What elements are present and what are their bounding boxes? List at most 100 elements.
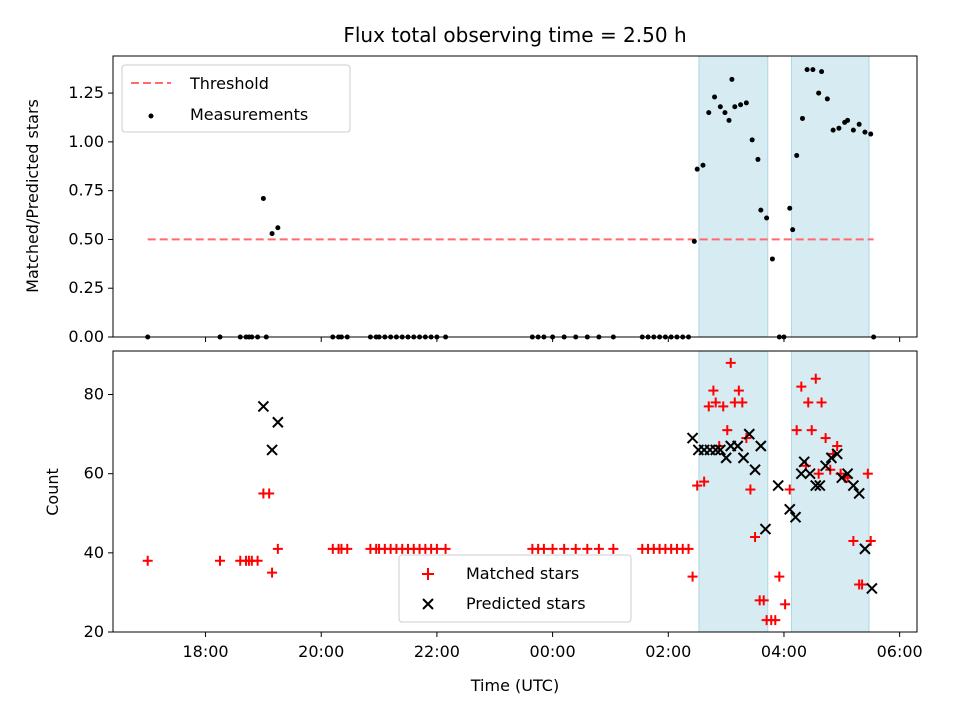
top-legend: Threshold Measurements: [121, 64, 351, 133]
measurements-point-58: [738, 102, 744, 108]
matched-stars-point-49: [692, 480, 703, 491]
bottom-panel-y-ticks: 20 40 60 80: [84, 385, 113, 641]
matched-stars-point-65: [758, 595, 769, 606]
matched-stars-point-34: [559, 543, 570, 554]
matched-stars-point-50: [699, 476, 710, 487]
x-tick-label-6: 04:00: [761, 642, 807, 661]
y-tick-label-4: 80: [84, 385, 104, 404]
matched-stars-point-77: [810, 373, 821, 384]
top-panel: 0.00 0.25 0.50 0.75 1.00 1.25 Flux total obse…: [23, 23, 918, 346]
matched-stars-point-63: [750, 532, 761, 543]
y-tick-label-2: 40: [84, 543, 104, 562]
matched-stars-point-55: [718, 401, 729, 412]
matched-stars-point-52: [708, 385, 719, 396]
measurements-point-68: [790, 227, 796, 233]
y-tick-label-3: 60: [84, 464, 104, 483]
predicted-stars-point-27: [825, 452, 838, 464]
y-tick-label-4: 0.75: [68, 181, 104, 200]
shaded-interval-2: [790, 55, 870, 338]
top-panel-y-ticks: 0.00 0.25 0.50 0.75 1.00 1.25: [68, 83, 113, 346]
matched-stars-point-90: [862, 468, 873, 479]
measurements-point-61: [755, 156, 761, 162]
measurements-point-79: [845, 117, 851, 123]
measurements-point-60: [749, 137, 755, 143]
x-tick-label-7: 06:00: [877, 642, 923, 661]
shaded-interval-1: [698, 55, 769, 338]
predicted-stars-point-34: [866, 582, 878, 595]
predicted-stars-point-33: [859, 543, 871, 555]
measurements-point-56: [729, 76, 735, 82]
matched-stars-point-28: [431, 543, 442, 554]
matched-stars-point-48: [687, 571, 698, 582]
predicted-stars-point-13: [737, 452, 750, 464]
measurements-point-52: [712, 94, 718, 100]
matched-stars-point-70: [780, 599, 791, 610]
measurements-point-53: [717, 104, 723, 110]
top-legend-box: [121, 64, 351, 133]
y-tick-label-2: 0.25: [68, 278, 104, 297]
matched-stars-point-51: [703, 401, 714, 412]
predicted-stars-point-17: [759, 523, 772, 535]
measurements-point-73: [816, 90, 822, 96]
matched-stars-point-72: [791, 425, 802, 436]
predicted-stars-point-2: [266, 444, 278, 456]
measurements-point-82: [862, 129, 868, 135]
predicted-stars-point-4: [686, 432, 699, 444]
matched-stars-point-9: [264, 488, 275, 499]
legend-matched-swatch: [422, 568, 434, 580]
measurements-point-55: [726, 117, 732, 123]
measurements-point-72: [810, 67, 816, 73]
measurements-point-51: [706, 110, 712, 116]
measurements-point-76: [830, 127, 836, 133]
measurements-point-64: [769, 256, 775, 262]
predicted-stars-point-8: [710, 444, 722, 456]
matched-stars-point-60: [737, 397, 748, 408]
bottom-panel: 20 40 60 80 18:00 20:00 22:00 00:00 02:00 04:00 0…: [43, 350, 923, 695]
matched-stars-point-2: [215, 555, 226, 566]
y-tick-label-5: 1.00: [68, 132, 104, 151]
x-tick-label-1: 18:00: [182, 642, 228, 661]
predicted-stars-point-14: [743, 428, 755, 440]
matched-stars-point-78: [813, 468, 824, 479]
predicted-stars-point-19: [784, 503, 796, 516]
y-tick-label-6: 1.25: [68, 83, 104, 102]
predicted-stars-point-32: [853, 487, 865, 500]
predicted-stars-point-31: [847, 479, 860, 492]
predicted-stars-point-21: [795, 467, 808, 480]
measurements-point-59: [743, 100, 749, 106]
top-panel-shaded-intervals: [698, 55, 870, 338]
matched-stars-point-87: [848, 535, 859, 546]
matched-stars-point-83: [832, 440, 843, 451]
matched-stars-point-15: [342, 543, 353, 554]
predicted-stars-point-24: [810, 479, 822, 492]
measurements-point-54: [722, 110, 728, 116]
measurements-point-77: [836, 125, 842, 131]
stars-points: [142, 357, 878, 626]
measurements-point-83: [868, 131, 874, 137]
legend-threshold-label: Threshold: [189, 74, 269, 93]
measurements-point-70: [799, 115, 805, 121]
measurements-point-50: [700, 162, 706, 168]
bottom-y-axis-label: Count: [43, 468, 62, 516]
legend-measurements-label: Measurements: [190, 105, 308, 124]
predicted-stars-point-12: [731, 440, 744, 452]
matched-stars-point-76: [806, 425, 817, 436]
x-tick-label-2: 20:00: [298, 642, 344, 661]
top-y-axis-label: Matched/Predicted stars: [23, 99, 42, 293]
matched-stars-point-33: [547, 543, 558, 554]
matched-stars-point-89: [857, 579, 868, 590]
measurements-point-75: [824, 96, 830, 102]
predicted-stars-point-3: [272, 416, 284, 428]
measurements-point-10: [269, 231, 275, 237]
matched-stars-point-37: [593, 543, 604, 554]
matched-stars-point-56: [722, 425, 733, 436]
measurements-point-80: [850, 127, 856, 133]
shaded-interval-1: [698, 350, 769, 633]
matched-stars-point-53: [710, 397, 721, 408]
bottom-panel-x-ticks: 18:00 20:00 22:00 00:00 02:00 04:00 06:00: [182, 632, 923, 661]
predicted-stars-point-22: [798, 456, 810, 468]
y-tick-label-3: 0.50: [68, 229, 104, 248]
measurements-point-71: [804, 67, 810, 73]
matched-stars-point-68: [770, 615, 781, 626]
predicted-stars-point-9: [714, 444, 727, 456]
